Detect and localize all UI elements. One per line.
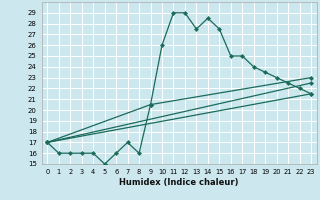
X-axis label: Humidex (Indice chaleur): Humidex (Indice chaleur) (119, 178, 239, 187)
